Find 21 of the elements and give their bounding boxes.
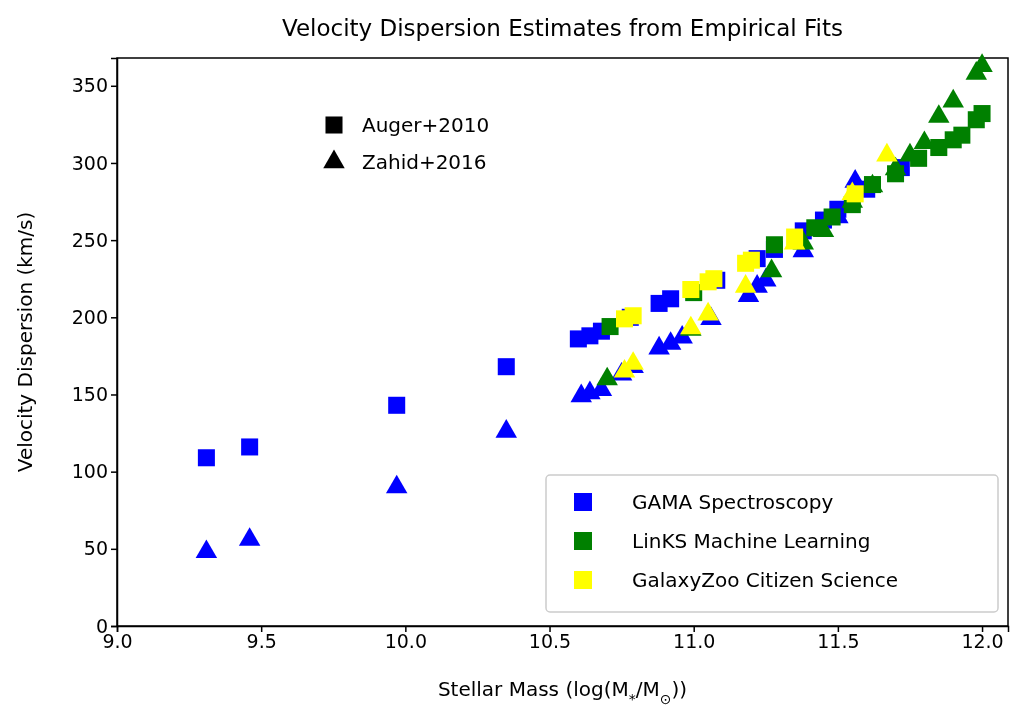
y-axis-title: Velocity Dispersion (km/s) bbox=[13, 211, 37, 473]
x-tick-label: 10.5 bbox=[528, 630, 572, 653]
y-tick-label: 300 bbox=[71, 151, 108, 174]
x-tick-label: 9.5 bbox=[246, 630, 277, 653]
annotation: Auger+2010 bbox=[362, 113, 490, 137]
chart-title: Velocity Dispersion Estimates from Empirical Fits bbox=[281, 15, 844, 41]
x-tick-label: 12.0 bbox=[961, 630, 1004, 653]
y-tick-label: 350 bbox=[71, 74, 108, 97]
x-tick-label: 10.0 bbox=[384, 630, 428, 653]
legend-label: GAMA Spectroscopy bbox=[632, 490, 834, 514]
legend-label: LinKS Machine Learning bbox=[632, 529, 871, 553]
y-tick-label: 250 bbox=[71, 228, 108, 251]
y-tick-label: 200 bbox=[71, 305, 108, 328]
x-tick-label: 11.0 bbox=[673, 630, 716, 653]
y-tick-label: 100 bbox=[71, 460, 108, 483]
y-tick-label: 50 bbox=[83, 537, 108, 560]
legend-label: GalaxyZoo Citizen Science bbox=[632, 568, 899, 592]
x-axis-title: Stellar Mass (log(M$_{*}$/M$_{⊙}$)) bbox=[437, 677, 688, 707]
annotation: Zahid+2016 bbox=[362, 150, 487, 174]
x-tick-label: 11.5 bbox=[817, 630, 860, 653]
y-tick-label: 150 bbox=[71, 383, 108, 406]
